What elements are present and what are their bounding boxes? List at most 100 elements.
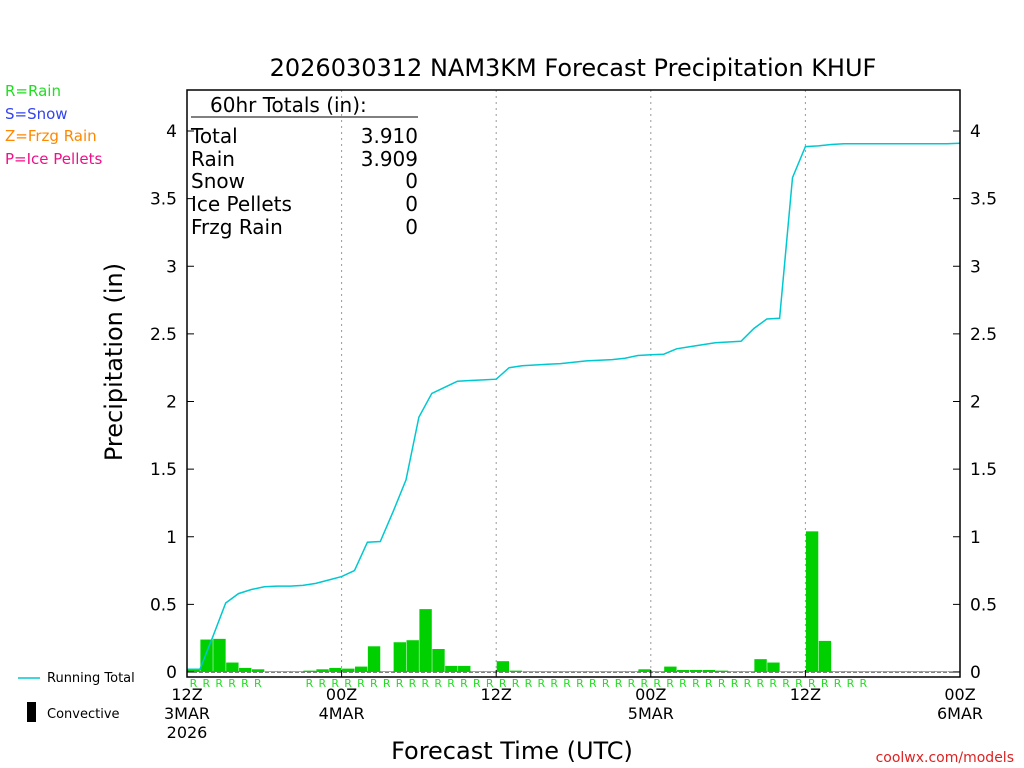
totals-box: 60hr Totals (in): Total 3.910 Rain 3.909… bbox=[190, 93, 418, 239]
precip-bar bbox=[393, 642, 407, 672]
precip-bar bbox=[857, 671, 870, 672]
x-tick-label: 3MAR bbox=[164, 704, 210, 723]
y-tick-label-right: 0 bbox=[970, 663, 981, 683]
legend-rain: R=Rain bbox=[5, 82, 61, 100]
ptype-marker: R bbox=[447, 677, 455, 690]
ptype-marker: R bbox=[460, 677, 468, 690]
precip-bar bbox=[664, 666, 677, 672]
precip-bar bbox=[754, 659, 767, 672]
x-tick-label: 00Z bbox=[635, 685, 666, 704]
ptype-marker: R bbox=[202, 677, 210, 690]
y-ticks: 0 00.5 0.51 11.5 1.52 22.5 2.53 33.5 3.54 4 bbox=[150, 122, 997, 683]
chart-title: 2026030312 NAM3KM Forecast Precipitation… bbox=[270, 54, 877, 82]
ptype-marker: R bbox=[769, 677, 777, 690]
precip-bar bbox=[921, 671, 935, 672]
ptype-marker: R bbox=[589, 677, 597, 690]
precip-bar bbox=[599, 671, 613, 672]
precip-bar bbox=[303, 670, 316, 672]
y-tick-label-right: 3 bbox=[970, 257, 981, 277]
y-tick-label-left: 3.5 bbox=[150, 190, 177, 210]
ptype-marker: R bbox=[756, 677, 764, 690]
precip-bar bbox=[689, 669, 703, 672]
precip-bar bbox=[793, 671, 806, 672]
y-tick-label-right: 2.5 bbox=[970, 325, 997, 345]
y-tick-label-left: 3 bbox=[166, 257, 177, 277]
precip-bar bbox=[496, 661, 510, 672]
precip-bar bbox=[406, 640, 419, 672]
running-total-series bbox=[187, 142, 961, 671]
legend-ice-pellets: P=Ice Pellets bbox=[5, 150, 102, 168]
ptype-marker: R bbox=[499, 677, 507, 690]
precip-bar bbox=[432, 649, 445, 672]
ptype-marker: R bbox=[847, 677, 855, 690]
plot-border bbox=[186, 89, 961, 678]
hourly-bars bbox=[187, 531, 960, 672]
ptype-marker: R bbox=[576, 677, 584, 690]
x-tick-label: 12Z bbox=[790, 685, 821, 704]
precip-bar bbox=[522, 671, 535, 672]
ptype-marker: R bbox=[782, 677, 790, 690]
ptype-marker: R bbox=[705, 677, 713, 690]
ptype-marker: R bbox=[331, 677, 339, 690]
precip-bar bbox=[329, 667, 342, 672]
ptype-marker: R bbox=[241, 677, 249, 690]
y-tick-label-right: 1 bbox=[970, 528, 981, 548]
ptype-marker: R bbox=[344, 677, 352, 690]
totals-row-frzg-value: 0 bbox=[405, 215, 418, 239]
legend-frzg-rain: Z=Frzg Rain bbox=[5, 127, 97, 145]
precip-bar bbox=[213, 638, 226, 672]
x-tick-label: 5MAR bbox=[628, 704, 674, 723]
ptype-marker: R bbox=[318, 677, 326, 690]
precip-bar bbox=[380, 671, 394, 672]
y-tick-label-left: 4 bbox=[166, 122, 177, 142]
ptype-marker: R bbox=[215, 677, 223, 690]
y-tick-label-left: 2 bbox=[166, 393, 177, 413]
ptype-marker: R bbox=[615, 677, 623, 690]
x-tick-label: 2026 bbox=[167, 723, 208, 742]
precip-bar bbox=[419, 609, 432, 672]
precip-bar bbox=[896, 671, 909, 672]
totals-row-rain-label: Rain bbox=[191, 147, 235, 171]
ptype-marker: R bbox=[692, 677, 700, 690]
ptype-marker: R bbox=[422, 677, 430, 690]
precip-bar bbox=[818, 640, 832, 672]
x-tick-label: 00Z bbox=[326, 685, 357, 704]
ptype-marker: R bbox=[834, 677, 842, 690]
precip-bar bbox=[354, 666, 368, 672]
precip-bar bbox=[277, 671, 291, 672]
precip-bar bbox=[200, 639, 213, 672]
totals-row-frzg-label: Frzg Rain bbox=[191, 215, 283, 239]
precip-bar bbox=[535, 671, 548, 672]
y-tick-label-right: 4 bbox=[970, 122, 981, 142]
precip-bar bbox=[470, 671, 484, 672]
precip-bar bbox=[715, 670, 729, 672]
credit-text: coolwx.com/models bbox=[876, 750, 1014, 766]
ptype-marker: R bbox=[357, 677, 365, 690]
x-axis-label: Forecast Time (UTC) bbox=[391, 737, 633, 765]
ptype-marker: R bbox=[512, 677, 520, 690]
totals-row-rain-value: 3.909 bbox=[361, 147, 418, 171]
precip-bar bbox=[870, 671, 883, 672]
ptype-marker: R bbox=[628, 677, 636, 690]
y-tick-label-left: 1.5 bbox=[150, 460, 177, 480]
ptype-marker: R bbox=[396, 677, 404, 690]
x-tick-label: 6MAR bbox=[937, 704, 983, 723]
ptype-marker: R bbox=[228, 677, 236, 690]
ptype-marker: R bbox=[473, 677, 481, 690]
ptype-marker: R bbox=[563, 677, 571, 690]
running-total-line bbox=[187, 142, 961, 671]
totals-row-total-value: 3.910 bbox=[361, 124, 418, 148]
precip-bar bbox=[367, 646, 381, 672]
precip-bar bbox=[586, 671, 600, 672]
ptype-marker: R bbox=[808, 677, 816, 690]
ptype-marker: R bbox=[306, 677, 314, 690]
precip-bar bbox=[805, 531, 819, 672]
precip-bar bbox=[780, 671, 793, 672]
ptype-marker: R bbox=[537, 677, 545, 690]
legend-convective-swatch bbox=[27, 702, 36, 722]
precip-bar bbox=[638, 669, 651, 672]
x-tick-label: 12Z bbox=[171, 685, 202, 704]
y-tick-label-left: 2.5 bbox=[150, 325, 177, 345]
precip-bar bbox=[883, 671, 896, 672]
ptype-marker: R bbox=[486, 677, 494, 690]
